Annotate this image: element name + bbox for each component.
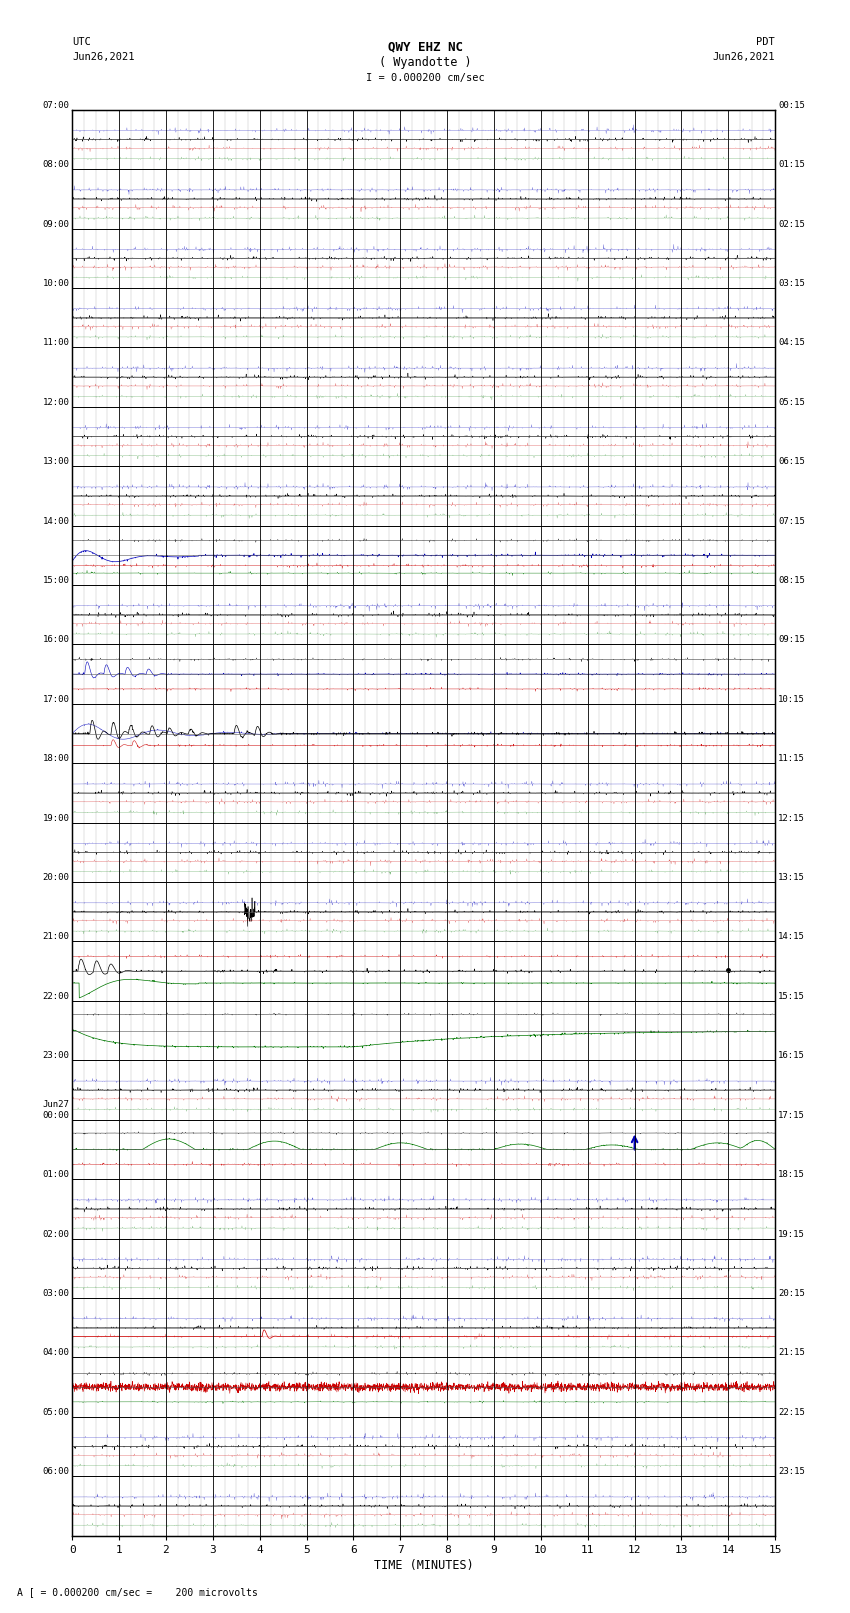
Text: ( Wyandotte ): ( Wyandotte )	[379, 56, 471, 69]
Text: A [ = 0.000200 cm/sec =    200 microvolts: A [ = 0.000200 cm/sec = 200 microvolts	[17, 1587, 258, 1597]
Text: QWY EHZ NC: QWY EHZ NC	[388, 40, 462, 53]
Text: Jun26,2021: Jun26,2021	[72, 52, 135, 61]
Text: PDT: PDT	[756, 37, 775, 47]
Text: Jun26,2021: Jun26,2021	[712, 52, 775, 61]
X-axis label: TIME (MINUTES): TIME (MINUTES)	[374, 1558, 473, 1571]
Text: UTC: UTC	[72, 37, 91, 47]
Text: I = 0.000200 cm/sec: I = 0.000200 cm/sec	[366, 73, 484, 82]
